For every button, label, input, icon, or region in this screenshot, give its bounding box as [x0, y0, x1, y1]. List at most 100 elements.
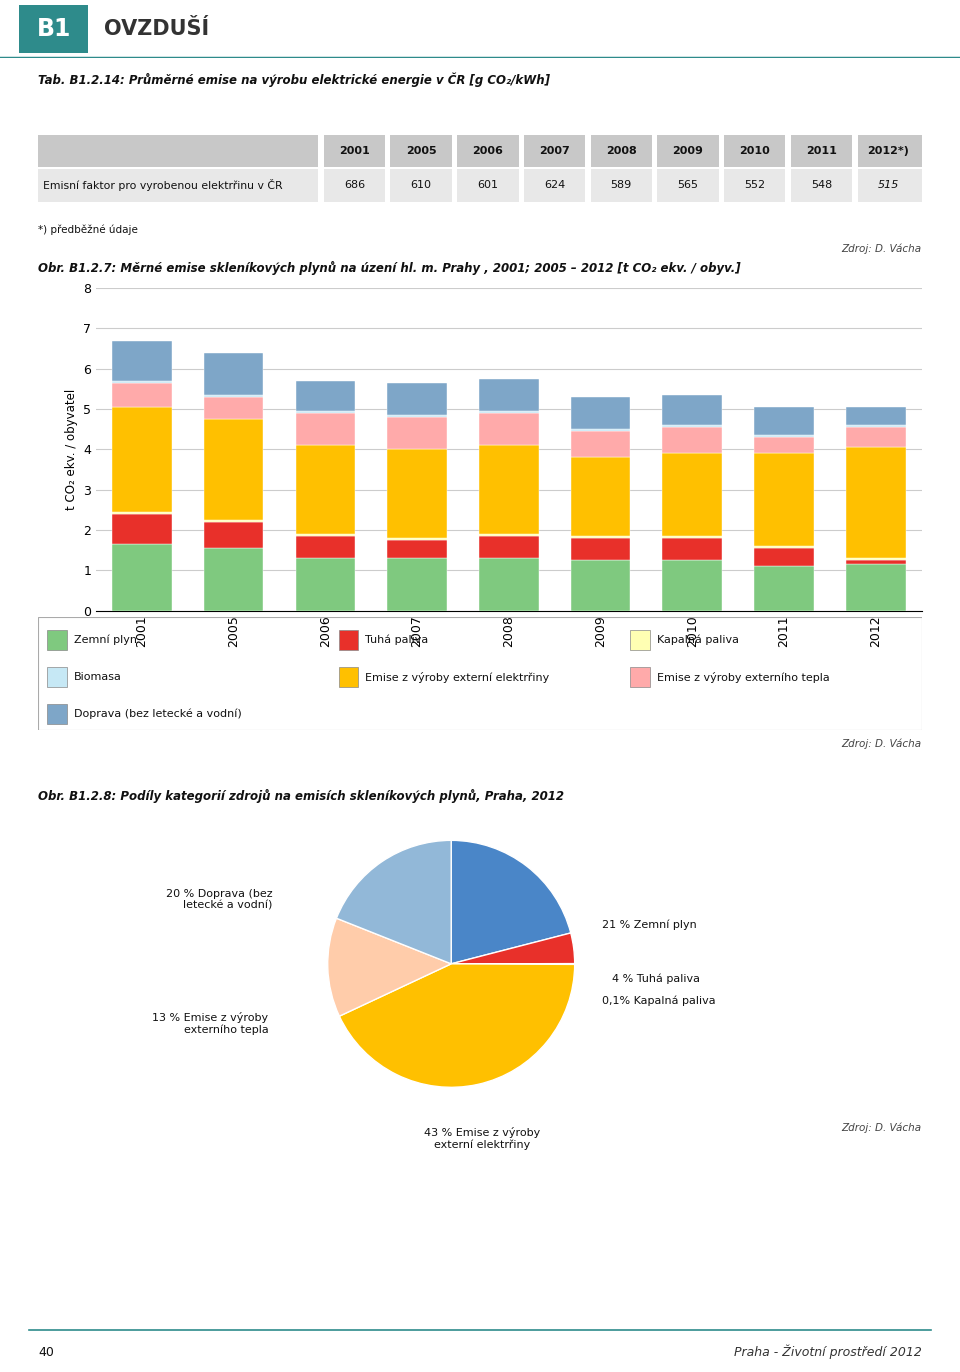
Text: 2009: 2009 — [673, 145, 704, 156]
Bar — [662, 453, 722, 536]
Text: Emisní faktor pro vyrobenou elektrřinu v ČR: Emisní faktor pro vyrobenou elektrřinu v… — [43, 180, 282, 191]
Text: 2001: 2001 — [339, 145, 370, 156]
Bar — [38, 167, 922, 169]
Bar — [479, 412, 539, 413]
Bar — [570, 397, 631, 429]
Text: Tuhá paliva: Tuhá paliva — [365, 635, 428, 645]
Bar — [518, 134, 524, 203]
Bar — [479, 413, 539, 446]
Bar — [630, 630, 650, 650]
Bar — [570, 538, 631, 560]
Text: Zdroj: D. Vácha: Zdroj: D. Vácha — [842, 244, 922, 254]
Bar — [112, 513, 172, 545]
Bar — [755, 453, 814, 546]
Bar — [387, 538, 446, 541]
Bar — [846, 447, 905, 558]
Bar — [479, 536, 539, 558]
Text: Praha - Životní prostředí 2012: Praha - Životní prostředí 2012 — [733, 1345, 922, 1360]
Text: 565: 565 — [678, 180, 699, 191]
Bar — [204, 521, 263, 547]
Bar — [387, 449, 446, 538]
Bar — [846, 564, 905, 611]
Bar — [846, 560, 905, 564]
Bar — [296, 534, 355, 536]
Bar — [755, 546, 814, 547]
Text: Tab. B1.2.14: Průměrné emise na výrobu elektrické energie v ČR [g CO₂/kWh]: Tab. B1.2.14: Průměrné emise na výrobu e… — [38, 73, 550, 86]
Text: Obr. B1.2.7: Měrné emise skleníkových plynů na úzení hl. m. Prahy , 2001; 2005 –: Obr. B1.2.7: Měrné emise skleníkových pl… — [38, 261, 741, 274]
Bar — [570, 536, 631, 538]
Text: OVZDUŠÍ: OVZDUŠÍ — [104, 19, 209, 38]
Bar — [339, 630, 358, 650]
Bar — [570, 431, 631, 457]
Wedge shape — [327, 918, 451, 1017]
Text: Doprava (bez letecké a vodní): Doprava (bez letecké a vodní) — [74, 709, 242, 719]
Bar — [755, 567, 814, 611]
Bar — [387, 417, 446, 449]
Bar — [339, 667, 358, 687]
Text: 601: 601 — [477, 180, 498, 191]
Bar — [452, 134, 457, 203]
Y-axis label: t CO₂ ekv. / obyvatel: t CO₂ ekv. / obyvatel — [64, 388, 78, 510]
Bar — [846, 558, 905, 560]
Text: 2005: 2005 — [406, 145, 437, 156]
Text: 610: 610 — [411, 180, 432, 191]
Text: 2010: 2010 — [739, 145, 770, 156]
Bar — [755, 438, 814, 453]
Bar — [662, 536, 722, 538]
FancyBboxPatch shape — [19, 4, 88, 54]
Text: 2006: 2006 — [472, 145, 503, 156]
Bar — [846, 425, 905, 427]
Text: 686: 686 — [344, 180, 365, 191]
Bar — [785, 134, 791, 203]
Bar — [296, 536, 355, 558]
Text: 589: 589 — [611, 180, 632, 191]
Text: B1: B1 — [36, 16, 71, 41]
Bar — [112, 383, 172, 407]
Bar — [204, 395, 263, 397]
Text: 2007: 2007 — [540, 145, 570, 156]
Bar — [204, 397, 263, 418]
Bar — [662, 560, 722, 611]
Bar — [630, 667, 650, 687]
Wedge shape — [340, 963, 575, 1087]
Bar — [296, 446, 355, 534]
Bar — [296, 381, 355, 412]
Wedge shape — [336, 840, 451, 963]
Bar — [586, 134, 590, 203]
Bar — [570, 429, 631, 431]
Wedge shape — [451, 840, 571, 963]
Bar — [387, 541, 446, 558]
Bar — [387, 558, 446, 611]
Wedge shape — [451, 933, 575, 963]
Text: Obr. B1.2.8: Podíly kategorií zdrojů na emisích skleníkových plynů, Praha, 2012: Obr. B1.2.8: Podíly kategorií zdrojů na … — [38, 789, 564, 803]
Bar — [755, 407, 814, 435]
Bar — [204, 520, 263, 521]
Bar — [755, 435, 814, 438]
Bar — [652, 134, 658, 203]
Bar — [47, 667, 66, 687]
Bar — [296, 413, 355, 446]
Bar — [719, 134, 724, 203]
Bar — [662, 538, 722, 560]
Text: 0,1% Kapalná paliva: 0,1% Kapalná paliva — [602, 996, 715, 1006]
Bar — [204, 353, 263, 395]
Text: 548: 548 — [811, 180, 832, 191]
Bar — [662, 425, 722, 427]
Bar — [846, 427, 905, 447]
Bar — [204, 547, 263, 611]
Bar — [204, 418, 263, 520]
Bar — [319, 134, 324, 203]
Bar — [38, 134, 922, 169]
Bar — [570, 560, 631, 611]
Text: Emise z výroby externího tepla: Emise z výroby externího tepla — [657, 671, 829, 682]
Text: Zdroj: D. Vácha: Zdroj: D. Vácha — [842, 1122, 922, 1133]
Bar — [296, 558, 355, 611]
Text: Kapalná paliva: Kapalná paliva — [657, 635, 738, 645]
Bar — [38, 169, 922, 203]
Bar — [479, 558, 539, 611]
Text: 2012*): 2012*) — [867, 145, 909, 156]
Text: *) předběžné údaje: *) předběžné údaje — [38, 225, 138, 235]
Text: 43 % Emise z výroby
externí elektrřiny: 43 % Emise z výroby externí elektrřiny — [424, 1126, 540, 1150]
Bar — [112, 512, 172, 513]
Bar — [385, 134, 391, 203]
